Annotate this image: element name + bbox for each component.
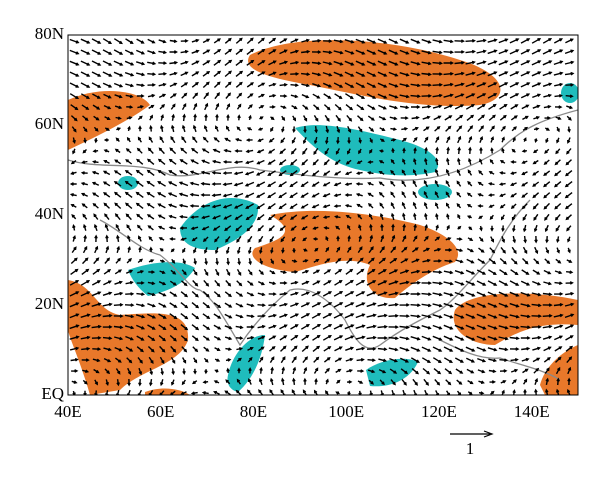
shade-cyan — [227, 335, 265, 392]
positive-anomaly — [68, 40, 578, 395]
y-tick-label: 80N — [35, 24, 64, 43]
shade-cyan — [561, 83, 578, 103]
shading — [68, 37, 578, 395]
coastline — [199, 199, 531, 349]
reference-vector: 1 — [450, 430, 494, 458]
axis-labels: 40E 60E 80E 100E 120E 140E 80N 60N 40N 20N EQ — [35, 24, 550, 421]
y-tick-label: 40N — [35, 204, 64, 223]
x-tick-label: 100E — [328, 402, 364, 421]
shade-orange — [252, 210, 459, 299]
x-tick-label: 80E — [240, 402, 267, 421]
coastline — [99, 219, 201, 291]
x-tick-label: 40E — [54, 402, 81, 421]
plot-frame — [67, 34, 579, 396]
x-tick-label: 60E — [147, 402, 174, 421]
y-tick-label: EQ — [41, 384, 64, 403]
shade-orange — [145, 388, 190, 395]
shade-orange — [248, 40, 501, 106]
negative-anomaly — [118, 83, 578, 392]
shade-cyan — [180, 198, 259, 250]
x-tick-label: 140E — [514, 402, 550, 421]
shade-orange — [68, 90, 150, 150]
reference-vector-label: 1 — [466, 439, 475, 458]
shade-cyan — [128, 262, 195, 296]
y-tick-label: 60N — [35, 114, 64, 133]
x-tick-label: 120E — [421, 402, 457, 421]
y-tick-label: 20N — [35, 294, 64, 313]
reference-arrow-head — [483, 430, 494, 438]
wind-vectors — [69, 37, 575, 395]
shade-cyan — [366, 358, 418, 387]
shade-cyan — [295, 125, 439, 176]
